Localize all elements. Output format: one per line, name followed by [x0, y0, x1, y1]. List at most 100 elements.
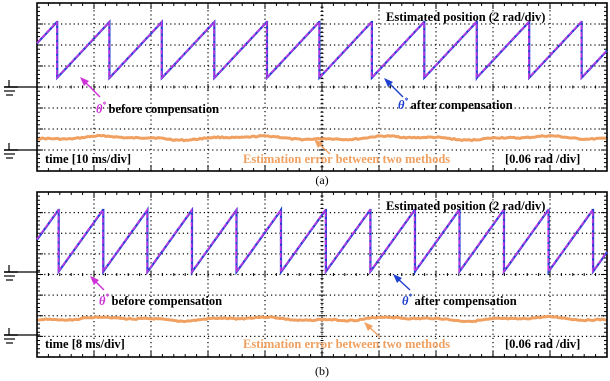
panel-a-grid-dot — [510, 128, 512, 130]
panel-a-grid-dot — [539, 44, 541, 46]
panel-a-grid-dot — [94, 86, 96, 88]
panel-a-grid-dot — [170, 23, 172, 25]
panel-a-grid-dot — [313, 128, 315, 130]
panel-a-grid-dot — [409, 128, 411, 130]
panel-b-grid-dot — [380, 315, 382, 317]
panel-a-grid-dot — [220, 128, 222, 130]
panel-a-grid-dot — [149, 128, 151, 130]
panel-a-grid-dot — [208, 107, 210, 109]
panel-a-grid-dot — [321, 157, 323, 159]
panel-a-grid-dot — [207, 144, 209, 146]
panel-b-grid-dot — [552, 294, 554, 296]
panel-b-grid-dot — [598, 253, 600, 255]
panel-a-grid-dot — [455, 65, 457, 67]
panel-b-grid-dot — [93, 203, 95, 205]
panel-a-grid-dot — [237, 128, 239, 130]
panel-a-grid-dot — [149, 44, 151, 46]
panel-a-grid-dot — [549, 18, 551, 20]
panel-a-grid-dot — [552, 65, 554, 67]
panel-b-grid-dot — [233, 294, 235, 296]
panel-a-grid-dot — [464, 149, 466, 151]
panel-b-grid-dot — [207, 283, 209, 285]
panel-b-grid-dot — [44, 315, 46, 317]
panel-b-grid-dot — [128, 315, 130, 317]
panel-a-grid-dot — [492, 144, 494, 146]
panel-a-grid-dot — [502, 149, 504, 151]
panel-a-grid-dot — [518, 44, 520, 46]
panel-a-grid-dot — [510, 23, 512, 25]
panel-b-grid-dot — [103, 335, 105, 337]
panel-a-grid-dot — [527, 128, 529, 130]
panel-b-grid-dot — [56, 335, 58, 337]
panel-b-grid-dot — [342, 273, 344, 276]
panel-a-grid-dot — [69, 107, 71, 109]
panel-b-grid-dot — [485, 335, 487, 337]
panel-b-grid-dot — [426, 212, 428, 214]
panel-a-grid-dot — [350, 65, 352, 67]
panel-b-grid-dot — [174, 315, 176, 317]
panel-a-grid-dot — [216, 44, 218, 46]
panel-b-grid-dot — [560, 232, 562, 234]
panel-b-grid-dot — [52, 253, 54, 255]
panel-a-grid-dot — [321, 39, 323, 41]
panel-b-grid-dot — [207, 258, 209, 260]
panel-a-after-text: after compensation — [411, 98, 513, 112]
panel-b-grid-dot — [342, 294, 344, 296]
panel-a-grid-dot — [535, 128, 537, 130]
panel-b-grid-dot — [577, 253, 579, 255]
panel-a-grid-dot — [207, 115, 209, 117]
panel-a-grid-dot — [203, 86, 205, 88]
panel-b-grid-dot — [93, 258, 95, 260]
panel-b-grid-dot — [549, 207, 551, 209]
panel-b-grid-dot — [237, 232, 239, 234]
panel-b-grid-dot — [237, 294, 239, 296]
panel-b-grid-dot — [98, 294, 100, 296]
panel-a-grid-dot — [378, 132, 380, 134]
panel-b-grid-dot — [380, 335, 382, 337]
panel-a-grid-dot — [145, 23, 147, 25]
panel-b-grid-dot — [48, 315, 50, 317]
panel-a-grid-dot — [191, 65, 193, 67]
panel-a-grid-dot — [157, 44, 159, 46]
panel-a-grid-dot — [378, 111, 380, 113]
panel-b-grid-dot — [264, 220, 266, 222]
panel-a-grid-dot — [492, 90, 494, 92]
panel-b-grid-dot — [455, 253, 457, 255]
panel-a-grid-dot — [132, 44, 134, 46]
panel-b-grid-dot — [264, 203, 266, 205]
panel-a-grid-dot — [115, 86, 117, 88]
panel-b-grid-dot — [178, 273, 180, 276]
panel-a-grid-dot — [250, 107, 252, 109]
panel-b-grid-dot — [342, 232, 344, 234]
panel-b-grid-dot — [492, 199, 494, 201]
panel-a-grid-dot — [264, 18, 266, 20]
panel-b-grid-dot — [493, 335, 495, 337]
panel-b-grid-dot — [430, 315, 432, 317]
panel-a-grid-dot — [264, 64, 266, 66]
panel-a-grid-dot — [380, 128, 382, 130]
panel-b-grid-dot — [334, 232, 336, 234]
panel-a-grid-dot — [492, 18, 494, 20]
panel-b-grid-dot — [157, 335, 159, 337]
panel-a-error-label: Estimation error between two methods — [243, 152, 450, 166]
panel-a-grid-dot — [346, 65, 348, 67]
panel-b-grid-dot — [527, 294, 529, 296]
panel-a-grid-dot — [321, 102, 323, 104]
panel-b-grid-dot — [44, 212, 46, 214]
panel-b-grid-dot — [321, 270, 323, 272]
panel-b-grid-dot — [523, 315, 525, 317]
panel-b-grid-dot — [573, 294, 575, 296]
panel-a-grid-dot — [308, 107, 310, 109]
panel-a-before-annotation: θ* before compensation — [96, 100, 219, 116]
panel-b-grid-dot — [329, 232, 331, 234]
panel-b-grid-dot — [581, 335, 583, 337]
panel-a-grid-dot — [544, 107, 546, 109]
panel-b-grid-dot — [157, 273, 159, 276]
panel-b-grid-dot — [275, 212, 277, 214]
panel-b-grid-dot — [292, 294, 294, 296]
panel-a-grid-dot — [497, 23, 499, 25]
panel-a-grid-dot — [485, 44, 487, 46]
panel-a-grid-dot — [472, 44, 474, 46]
panel-b-grid-dot — [86, 253, 88, 255]
panel-b-grid-dot — [128, 253, 130, 255]
